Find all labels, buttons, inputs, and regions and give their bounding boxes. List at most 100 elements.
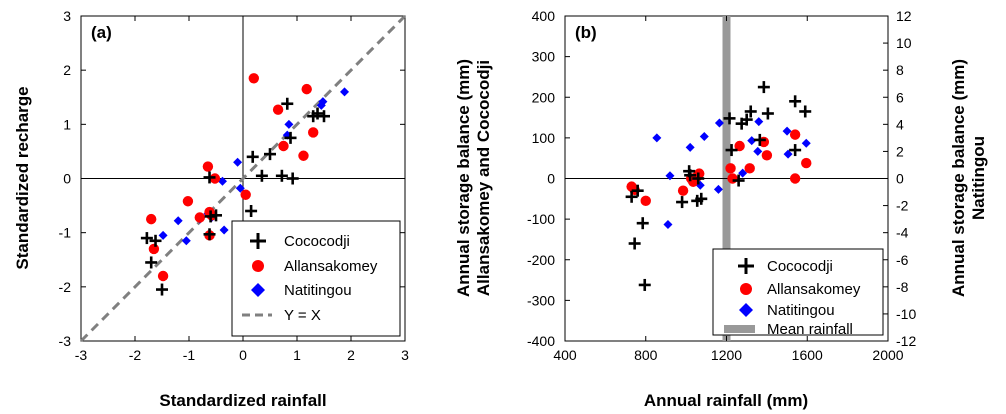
legend-label-y-equals-x: Y = X xyxy=(284,307,321,324)
point-b-allansakomey xyxy=(744,163,755,174)
panel-b-right-y-tick-label: 10 xyxy=(896,35,912,51)
panel-b-ticks: 400 800 1200 1600 2000-400-300-200-100010020… xyxy=(527,8,916,363)
point-cococodji xyxy=(281,97,294,110)
panel-a-x-tick-label: 2 xyxy=(347,347,355,363)
panel-b-left-y-axis-label-line2: Allansakomey and Cococodji xyxy=(474,60,493,296)
point-b-cococodji xyxy=(740,113,753,126)
point-b-natitingou xyxy=(801,138,811,148)
point-b-cococodji xyxy=(761,107,774,120)
panel-a-x-tick-label: -3 xyxy=(75,347,88,363)
panel-b-right-y-tick-label: 0 xyxy=(896,171,904,187)
point-b-allansakomey xyxy=(789,173,801,184)
panel-b-left-y-tick-label: 0 xyxy=(547,171,555,187)
point-natitingou xyxy=(340,87,350,97)
legend-label-cococodji: Cococodji xyxy=(284,233,350,250)
point-natitingou xyxy=(235,183,245,193)
legend-label-natitingou: Natitingou xyxy=(284,282,352,299)
panel-b-right-y-tick-label: -10 xyxy=(896,306,916,322)
point-allansakomey xyxy=(182,196,194,207)
point-b-natitingou xyxy=(713,184,723,194)
point-cococodji xyxy=(149,234,162,247)
panel-a-label: (a) xyxy=(91,23,112,42)
panel-a-points xyxy=(79,14,407,343)
legend-b-label-allansakomey: Allansakomey xyxy=(767,281,861,298)
panel-a: -3 -2 -1 0 1 2 3 -3 -2 -1 0 1 2 3 (a) Standardized ra… xyxy=(13,8,409,410)
point-b-cococodji xyxy=(799,105,812,118)
panel-b-left-y-axis-label-line1: Annual storage balance (mm) xyxy=(454,59,473,297)
point-b-allansakomey xyxy=(640,195,651,207)
point-b-allansakomey xyxy=(727,173,738,184)
panel-a-y-tick-label: -3 xyxy=(59,333,72,349)
panel-b-right-y-tick-label: -4 xyxy=(896,225,909,241)
point-cococodji xyxy=(246,150,259,163)
point-b-cococodji xyxy=(789,95,802,108)
panel-b: 400 800 1200 1600 2000-400-300-200-100010020… xyxy=(454,8,988,410)
point-b-natitingou xyxy=(783,149,793,159)
point-b-allansakomey xyxy=(725,163,736,174)
panel-b-right-y-axis-label-line1: Annual storage balance (mm) xyxy=(949,59,968,297)
y-equals-x-line xyxy=(79,14,407,343)
panel-b-left-y-tick-label: -200 xyxy=(527,252,555,268)
point-b-cococodji xyxy=(695,192,708,205)
point-allansakomey xyxy=(248,73,259,84)
point-b-cococodji xyxy=(628,237,641,250)
panel-a-legend: Cococodji Allansakomey Natitingou Y = X xyxy=(231,220,401,337)
legend-marker-cococodji xyxy=(250,233,266,249)
panel-b-legend: Cococodji Allansakomey Natitingou Mean r… xyxy=(712,248,884,338)
point-natitingou xyxy=(173,216,183,226)
point-b-cococodji xyxy=(636,217,649,230)
point-allansakomey xyxy=(202,161,214,172)
legend-label-allansakomey: Allansakomey xyxy=(284,258,378,275)
point-cococodji xyxy=(145,256,158,269)
point-natitingou xyxy=(318,97,328,107)
panel-b-right-y-tick-label: 12 xyxy=(896,8,912,24)
point-cococodji xyxy=(245,205,258,217)
legend-b-marker-natitingou xyxy=(739,303,753,317)
point-cococodji xyxy=(286,172,299,185)
panel-b-right-y-tick-label: -6 xyxy=(896,252,909,268)
panel-a-y-tick-label: 0 xyxy=(63,171,71,187)
point-allansakomey xyxy=(157,270,169,282)
panel-b-right-y-tick-label: 6 xyxy=(896,89,904,105)
panel-b-right-y-tick-label: 4 xyxy=(896,116,904,132)
panel-b-label: (b) xyxy=(575,23,597,42)
point-natitingou xyxy=(219,225,229,235)
point-allansakomey xyxy=(301,83,312,95)
point-b-natitingou xyxy=(685,142,695,152)
point-allansakomey xyxy=(240,189,251,200)
panel-b-left-y-tick-label: -300 xyxy=(527,292,555,308)
legend-b-label-cococodji: Cococodji xyxy=(767,258,833,275)
point-cococodji xyxy=(264,148,276,161)
panel-a-y-tick-label: 3 xyxy=(63,8,71,24)
point-natitingou xyxy=(181,236,191,246)
point-cococodji xyxy=(204,210,217,223)
point-b-cococodji xyxy=(732,174,745,187)
point-b-cococodji xyxy=(676,196,689,209)
panel-b-left-y-tick-label: -400 xyxy=(527,333,555,349)
point-allansakomey xyxy=(308,127,319,138)
panel-a-x-tick-label: 0 xyxy=(239,347,247,363)
point-b-cococodji xyxy=(684,169,697,182)
point-cococodji xyxy=(284,131,297,144)
point-b-allansakomey xyxy=(761,150,773,161)
panel-b-x-tick-label: 1200 xyxy=(711,347,742,363)
point-b-natitingou xyxy=(747,136,757,146)
legend-b-marker-allansakomey xyxy=(740,283,752,295)
point-cococodji xyxy=(156,283,168,296)
point-b-allansakomey xyxy=(677,185,689,196)
panel-b-right-y-tick-label: 2 xyxy=(896,143,904,159)
point-cococodji xyxy=(203,228,216,241)
panel-a-y-axis-label: Standardized recharge xyxy=(13,86,32,269)
point-b-cococodji xyxy=(631,184,644,197)
panel-a-x-axis-label: Standardized rainfall xyxy=(159,391,326,410)
point-b-allansakomey xyxy=(789,129,801,140)
panel-b-x-axis-label: Annual rainfall (mm) xyxy=(644,391,808,410)
point-b-natitingou xyxy=(753,146,763,156)
panel-b-right-y-tick-label: -2 xyxy=(896,198,909,214)
point-b-natitingou xyxy=(738,168,748,178)
panel-b-right-y-tick-label: -12 xyxy=(896,333,916,349)
panel-a-y-tick-label: -2 xyxy=(59,279,72,295)
panel-b-left-y-tick-label: 200 xyxy=(532,89,556,105)
legend-b-label-mean-rainfall: Mean rainfall xyxy=(767,321,853,338)
point-b-cococodji xyxy=(723,112,736,125)
